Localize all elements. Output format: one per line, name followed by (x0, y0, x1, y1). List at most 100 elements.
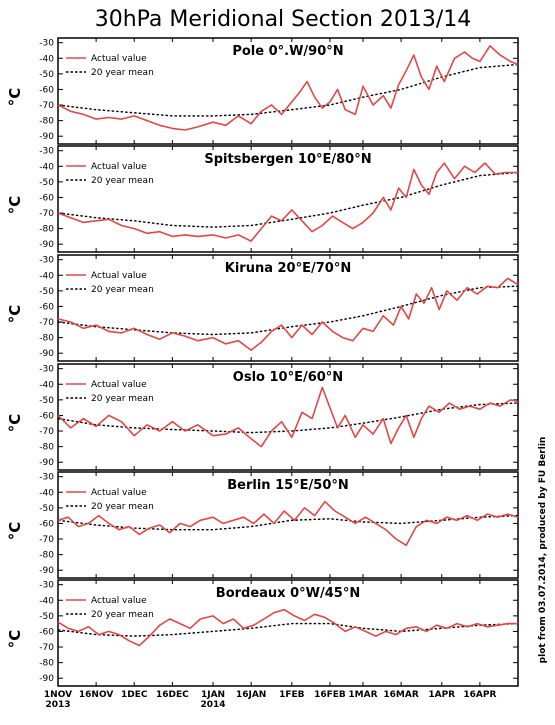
x-tick-label: 16APR (463, 690, 496, 700)
y-tick-label: -40 (39, 162, 54, 172)
y-tick-label: -40 (39, 271, 54, 281)
y-tick-label: -80 (39, 443, 54, 453)
panel-5: -30 -40 -50 -60 -70 -80 -90 °C Berlin 15°E/50°N A… (6, 471, 519, 579)
y-tick-label: -60 (39, 519, 54, 529)
mean-series-line (57, 622, 519, 637)
station-label: Pole 0°.W/90°N (232, 44, 343, 59)
legend-mean-label: 20 year mean (91, 610, 154, 620)
y-tick-label: -70 (39, 535, 54, 545)
y-tick-label: -50 (39, 178, 54, 188)
y-tick-label: -80 (39, 551, 54, 561)
mean-series-line (57, 514, 519, 531)
actual-series-line (57, 162, 518, 242)
y-tick-label: -90 (39, 132, 54, 142)
x-tick-label: 1NOV (44, 690, 72, 700)
x-tick-label: 16JAN (236, 690, 266, 700)
y-tick-label: -90 (39, 240, 54, 250)
y-tick-label: -60 (39, 193, 54, 203)
panel-frame (57, 37, 519, 145)
x-tick-year: 2013 (45, 700, 70, 710)
actual-series-line (57, 277, 519, 351)
y-tick-label: -60 (39, 411, 54, 421)
chart-title: 30hPa Meridional Section 2013/14 (95, 7, 472, 32)
legend-actual-label: Actual value (91, 596, 147, 606)
station-label: Oslo 10°E/60°N (233, 370, 343, 385)
y-tick-label: -30 (39, 365, 54, 375)
panel-frame (57, 471, 519, 579)
legend-actual-label: Actual value (91, 380, 147, 390)
y-tick-label: -60 (39, 85, 54, 95)
y-tick-label: -50 (39, 287, 54, 297)
y-tick-label: -30 (39, 581, 54, 591)
y-tick-label: -70 (39, 427, 54, 437)
credit-note: plot from 03.07.2014, produced by FU Ber… (538, 437, 548, 664)
y-tick-label: -80 (39, 659, 54, 669)
actual-series-line (57, 386, 519, 448)
panels-group: -30 -40 -50 -60 -70 -80 -90 °C Pole 0°.W/90°N Act… (6, 37, 519, 687)
x-tick-year: 2014 (200, 700, 225, 710)
actual-series-line (57, 608, 518, 647)
y-axis-label: °C (6, 88, 24, 107)
y-tick-label: -40 (39, 596, 54, 606)
x-tick-label: 1FEB (279, 690, 305, 700)
x-tick-label: 16FEB (314, 690, 346, 700)
y-tick-label: -50 (39, 396, 54, 406)
panel-frame (57, 363, 519, 471)
x-tick-label: 16DEC (156, 690, 189, 700)
legend-mean-label: 20 year mean (91, 68, 154, 78)
y-tick-label: -90 (39, 566, 54, 576)
y-tick-label: -60 (39, 302, 54, 312)
y-axis-label: °C (6, 522, 24, 541)
legend-mean-label: 20 year mean (91, 394, 154, 404)
y-tick-label: -90 (39, 349, 54, 359)
y-tick-label: -70 (39, 209, 54, 219)
panel-6: -30 -40 -50 -60 -70 -80 -90 °C Bordeaux 0°W/45°N… (6, 579, 519, 687)
x-tick-label: 1JAN (201, 690, 225, 700)
x-tick-label: 16MAR (383, 690, 418, 700)
mean-series-line (57, 171, 519, 228)
y-axis-label: °C (6, 196, 24, 215)
y-tick-label: -70 (39, 318, 54, 328)
station-label: Kiruna 20°E/70°N (225, 261, 351, 276)
y-tick-label: -90 (39, 458, 54, 468)
y-tick-label: -80 (39, 225, 54, 235)
y-tick-label: -60 (39, 627, 54, 637)
panel-4: -30 -40 -50 -60 -70 -80 -90 °C Oslo 10°E/60°N Act… (6, 363, 519, 471)
x-tick-label: 16NOV (79, 690, 113, 700)
y-axis-label: °C (6, 414, 24, 433)
y-tick-label: -90 (39, 674, 54, 684)
panel-1: -30 -40 -50 -60 -70 -80 -90 °C Pole 0°.W/90°N Act… (6, 37, 519, 145)
legend-mean-label: 20 year mean (91, 176, 154, 186)
legend-actual-label: Actual value (91, 162, 147, 172)
station-label: Bordeaux 0°W/45°N (216, 586, 360, 601)
x-tick-label: 1MAR (348, 690, 377, 700)
y-tick-label: -30 (39, 147, 54, 157)
legend-actual-label: Actual value (91, 271, 147, 281)
station-label: Spitsbergen 10°E/80°N (204, 152, 371, 167)
y-tick-label: -40 (39, 54, 54, 64)
actual-series-line (57, 500, 519, 547)
y-tick-label: -70 (39, 643, 54, 653)
legend-actual-label: Actual value (91, 54, 147, 64)
panel-frame (57, 254, 519, 362)
y-tick-label: -50 (39, 70, 54, 80)
x-tick-label: 1APR (428, 690, 455, 700)
legend-mean-label: 20 year mean (91, 285, 154, 295)
legend-actual-label: Actual value (91, 488, 147, 498)
y-tick-label: -50 (39, 612, 54, 622)
panel-3: -30 -40 -50 -60 -70 -80 -90 °C Kiruna 20°E/70°N A… (6, 254, 519, 362)
y-axis-label: °C (6, 305, 24, 324)
y-tick-label: -30 (39, 473, 54, 483)
x-tick-label: 1DEC (121, 690, 148, 700)
y-tick-label: -50 (39, 504, 54, 514)
y-tick-label: -80 (39, 117, 54, 127)
mean-series-line (57, 285, 519, 336)
y-tick-label: -40 (39, 380, 54, 390)
panel-frame (57, 145, 519, 253)
y-tick-label: -30 (39, 256, 54, 266)
actual-series-line (57, 44, 519, 131)
y-tick-label: -40 (39, 488, 54, 498)
panel-frame (57, 579, 519, 687)
